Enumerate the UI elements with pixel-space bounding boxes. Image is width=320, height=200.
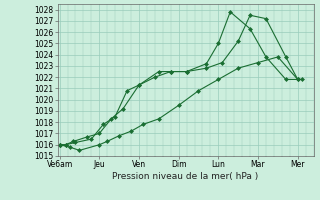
X-axis label: Pression niveau de la mer( hPa ): Pression niveau de la mer( hPa ) (112, 172, 259, 181)
